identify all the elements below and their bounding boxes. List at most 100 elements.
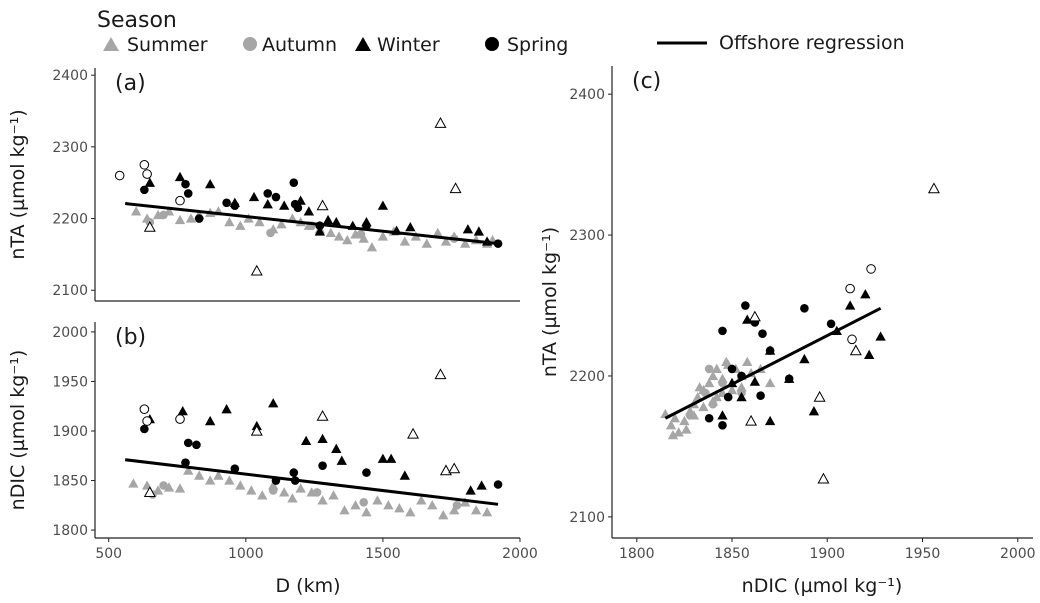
data-point-autumn bbox=[266, 228, 275, 238]
data-point-summer bbox=[449, 505, 460, 515]
data-point-winter bbox=[399, 470, 410, 480]
data-point-summer bbox=[673, 427, 684, 437]
legend: Season Summer Autumn Winter Spring Offsh… bbox=[97, 8, 905, 56]
data-point-autumn bbox=[701, 388, 710, 398]
data-point-winter bbox=[462, 224, 474, 234]
data-point-summer bbox=[213, 470, 224, 480]
data-point-winter bbox=[300, 435, 312, 446]
data-point-spring bbox=[230, 464, 240, 473]
data-point-summer bbox=[295, 483, 306, 493]
data-point-winter bbox=[405, 221, 416, 232]
regression-line bbox=[125, 202, 499, 246]
data-point-summer bbox=[333, 231, 345, 241]
data-point-summer bbox=[246, 485, 257, 495]
data-point-summer bbox=[470, 505, 482, 515]
data-point-outlier bbox=[114, 170, 125, 181]
data-point-winter bbox=[473, 226, 485, 236]
panel-c: 2100 2200 2300 2400 1800 1850 1900 1950 2000 (c) n… bbox=[539, 66, 1036, 597]
data-point-summer bbox=[361, 507, 372, 517]
data-point-outlier bbox=[143, 220, 156, 232]
panel-label: (c) bbox=[632, 69, 661, 94]
data-point-summer bbox=[711, 391, 722, 402]
data-point-winter bbox=[808, 406, 820, 416]
legend-summer-marker bbox=[103, 37, 119, 51]
y-tick-label: 1850 bbox=[52, 474, 88, 490]
data-point-summer bbox=[254, 216, 265, 227]
data-point-spring bbox=[289, 178, 299, 188]
data-point-summer bbox=[432, 227, 443, 238]
data-point-outlier bbox=[745, 414, 758, 426]
data-point-winter bbox=[248, 191, 260, 202]
data-point-outlier bbox=[407, 427, 420, 439]
legend-item-autumn: Autumn bbox=[243, 34, 337, 56]
data-point-summer bbox=[224, 216, 235, 227]
data-point-winter bbox=[864, 349, 875, 359]
data-point-outlier bbox=[250, 264, 263, 276]
data-point-winter bbox=[221, 404, 232, 414]
data-point-summer bbox=[317, 495, 328, 505]
data-point-spring bbox=[271, 192, 281, 202]
data-point-summer bbox=[128, 478, 139, 488]
data-point-winter bbox=[279, 200, 290, 210]
data-point-spring bbox=[181, 458, 190, 467]
data-point-summer bbox=[183, 465, 194, 475]
regression-line bbox=[664, 307, 882, 420]
data-point-autumn bbox=[359, 498, 369, 507]
data-point-winter bbox=[749, 376, 761, 386]
data-point-summer bbox=[669, 413, 681, 423]
data-point-spring bbox=[718, 420, 727, 430]
data-point-winter bbox=[331, 443, 342, 453]
data-point-spring bbox=[318, 461, 327, 470]
data-point-summer bbox=[257, 490, 268, 500]
data-point-summer bbox=[325, 227, 336, 238]
y-tick-label: 2300 bbox=[569, 228, 605, 244]
y-axis-label: nDIC (µmol kg⁻¹) bbox=[7, 350, 29, 511]
data-point-summer bbox=[377, 231, 389, 241]
data-point-winter bbox=[717, 410, 728, 420]
data-point-summer bbox=[405, 507, 416, 517]
data-point-summer bbox=[440, 236, 452, 246]
x-tick-label: 2000 bbox=[1000, 546, 1036, 562]
data-point-winter bbox=[476, 480, 487, 490]
legend-winter-marker bbox=[355, 37, 371, 51]
data-point-summer bbox=[764, 377, 776, 388]
y-tick-label: 2300 bbox=[52, 140, 88, 156]
data-point-winter bbox=[336, 455, 347, 465]
data-point-outlier bbox=[434, 117, 447, 128]
data-point-outlier bbox=[927, 182, 940, 194]
panel-label: (b) bbox=[115, 325, 146, 350]
y-tick-label: 1950 bbox=[52, 374, 88, 390]
data-point-summer bbox=[130, 206, 142, 216]
data-point-summer bbox=[366, 242, 378, 252]
data-point-winter bbox=[860, 289, 871, 299]
data-point-spring bbox=[263, 189, 273, 198]
legend-autumn-marker bbox=[243, 37, 257, 51]
data-point-summer bbox=[481, 507, 493, 517]
data-point-summer bbox=[224, 475, 235, 485]
data-point-summer bbox=[235, 480, 246, 490]
data-point-outlier bbox=[448, 462, 461, 474]
data-point-summer bbox=[185, 213, 197, 223]
y-tick-label: 1800 bbox=[52, 523, 88, 539]
x-axis-label: nDIC (µmol kg⁻¹) bbox=[742, 575, 903, 597]
data-point-summer bbox=[174, 483, 186, 493]
x-tick-label: 1850 bbox=[714, 546, 750, 562]
data-point-spring bbox=[800, 304, 809, 313]
legend-item-winter: Winter bbox=[355, 34, 440, 56]
data-point-outlier bbox=[139, 404, 150, 414]
data-point-summer bbox=[339, 505, 350, 515]
data-point-autumn bbox=[356, 230, 366, 239]
x-tick-label: 500 bbox=[95, 546, 122, 562]
data-point-outlier bbox=[813, 390, 826, 402]
x-tick-label: 1000 bbox=[228, 546, 264, 562]
y-axis-label: nTA (µmol kg⁻¹) bbox=[7, 109, 29, 259]
data-point-summer bbox=[736, 382, 747, 392]
data-point-outlier bbox=[847, 334, 857, 345]
data-point-spring bbox=[826, 319, 836, 329]
data-point-summer bbox=[679, 415, 690, 426]
x-tick-label: 1500 bbox=[365, 546, 401, 562]
data-point-spring bbox=[765, 346, 775, 355]
data-point-winter bbox=[268, 398, 279, 408]
data-point-summer bbox=[194, 470, 205, 480]
data-point-summer bbox=[665, 420, 677, 430]
